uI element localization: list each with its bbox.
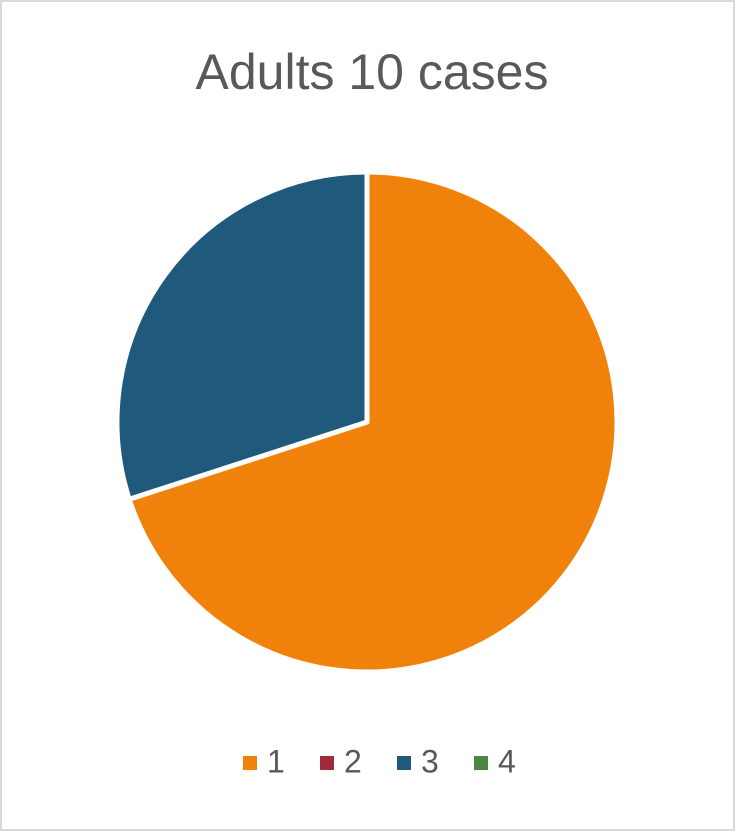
legend-label: 3: [421, 743, 439, 779]
legend-marker: [243, 756, 257, 770]
legend-label: 2: [344, 743, 362, 779]
chart-title: Adults 10 cases: [196, 44, 549, 100]
pie-slice: [126, 169, 620, 675]
legend-marker: [474, 756, 488, 770]
pie-slice: [114, 169, 370, 502]
legend-label: 1: [267, 743, 285, 779]
legend-marker: [320, 756, 334, 770]
legend-label: 4: [498, 743, 516, 779]
legend-marker: [397, 756, 411, 770]
